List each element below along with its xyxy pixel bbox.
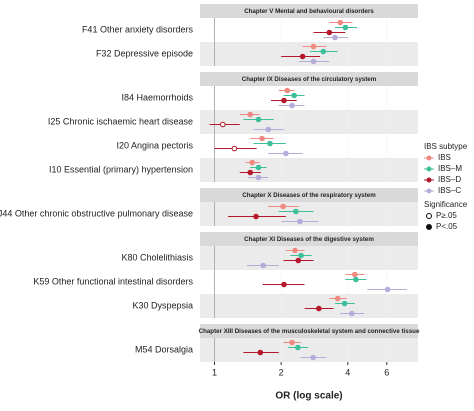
point [297,218,303,225]
x-tick-label: 2 [279,367,284,377]
point [280,203,286,210]
row-label: K59 Other functional intestinal disorder… [33,276,193,286]
significance-label: P<.05 [436,222,458,231]
point [257,349,264,356]
panel-title: Chapter XI Diseases of the digestive sys… [244,236,374,243]
point [310,43,317,50]
significance-marker [426,224,432,230]
point [334,295,341,302]
point [293,208,299,215]
row-label: F32 Depressive episode [96,48,193,58]
legend-title: IBS subtype [424,142,468,151]
legend-label: IBS–D [438,175,461,184]
row-label: I25 Chronic ischaemic heart disease [48,116,193,126]
point [247,111,254,118]
point [284,87,291,94]
panel-title: Chapter IX Diseases of the circulatory s… [242,76,377,83]
point [255,174,262,181]
point [326,29,333,36]
x-tick-label: 1 [212,367,217,377]
strip [200,232,418,246]
row-label: K80 Cholelithiasis [121,252,193,262]
legend-label: IBS–M [438,164,462,173]
strip [200,324,418,338]
row-label: J44 Other chronic obstructive pulmonary … [0,208,193,218]
row-label: F41 Other anxiety disorders [82,24,194,34]
point [316,305,322,312]
point [341,300,348,307]
point [337,19,344,26]
point [281,281,287,288]
point [298,252,304,259]
legend-marker [426,155,432,161]
legend-marker [426,177,432,183]
point [353,276,359,283]
row-band [200,158,418,182]
point [281,97,287,104]
point [247,169,254,176]
point [289,339,295,346]
point [249,159,256,166]
point [320,48,327,55]
row-band [200,294,418,318]
point [349,310,355,317]
significance-label: P≥.05 [436,211,457,220]
legend-marker [426,166,432,172]
strip [200,72,418,86]
point [310,58,317,65]
point [310,354,316,361]
row-label: I84 Haemorrhoids [121,92,193,102]
point [283,150,289,157]
significance-title: Significance [424,200,468,209]
point [265,126,272,133]
strip [200,4,418,18]
point [351,271,358,278]
point [231,145,238,152]
point [292,247,298,254]
point [219,121,226,128]
point [291,92,297,99]
point [255,116,262,123]
x-tick-label: 6 [384,367,389,377]
legend-label: IBS [438,153,451,162]
point [253,213,259,220]
x-axis-title: OR (log scale) [275,391,342,402]
row-band [200,42,418,66]
row-label: I20 Angina pectoris [116,140,193,150]
row-label: I10 Essential (primary) hypertension [49,164,193,174]
point [260,262,267,269]
legend-label: IBS–C [438,186,461,195]
row-label: K30 Dyspepsia [132,300,193,310]
point [259,135,265,142]
panel-title: Chapter XIII Diseases of the musculoskel… [199,328,420,335]
row-band [200,246,418,270]
x-tick-label: 4 [345,367,350,377]
panel-title: Chapter X Diseases of the respiratory sy… [242,192,376,199]
point [384,286,391,293]
row-band [200,202,418,226]
significance-marker [426,213,432,219]
row-label: M54 Dorsalgia [135,344,193,354]
point [295,257,302,264]
row-band [200,338,418,362]
point [299,53,306,60]
legend-marker [426,188,432,194]
point [342,24,349,31]
point [267,140,273,147]
panel-title: Chapter V Mental and behavioural disorde… [244,8,374,15]
point [332,34,338,41]
point [295,344,301,351]
strip [200,188,418,202]
point [289,102,295,109]
point [255,164,262,171]
row-band [200,110,418,134]
